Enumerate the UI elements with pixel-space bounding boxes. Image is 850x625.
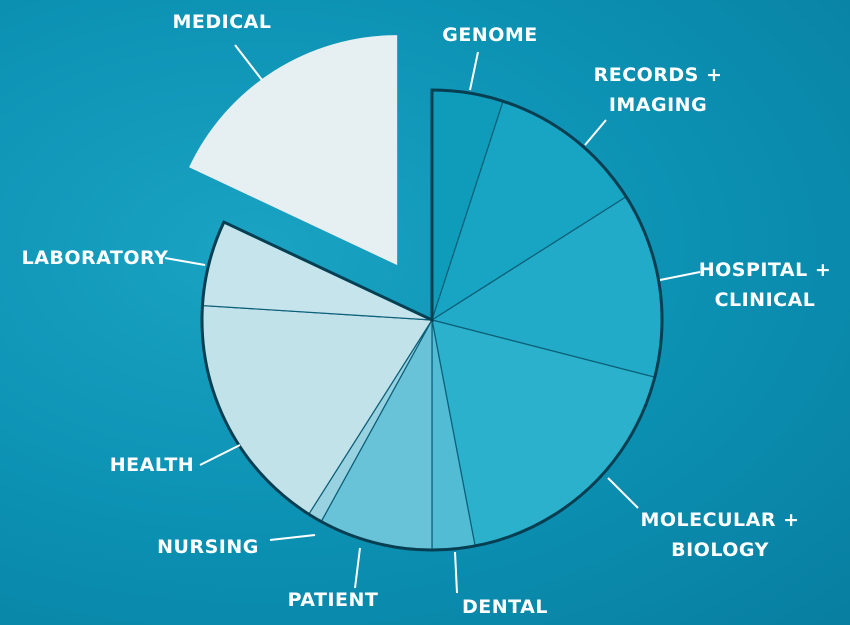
slice-label: PATIENT	[287, 589, 379, 611]
slice-label: DENTAL	[462, 596, 548, 618]
slice-label: RECORDS + IMAGING	[593, 64, 723, 116]
pie-slice	[189, 35, 398, 266]
leader-line	[269, 534, 316, 541]
leader-line	[584, 119, 607, 146]
leader-line	[354, 547, 361, 589]
slice-label: MOLECULAR + BIOLOGY	[640, 509, 800, 561]
leader-line	[469, 51, 479, 91]
pie-outline	[200, 88, 664, 552]
leader-line	[199, 444, 241, 466]
leader-line	[454, 551, 458, 594]
slice-label: MEDICAL	[172, 11, 272, 33]
slice-label: GENOME	[442, 24, 538, 46]
slice-label: LABORATORY	[21, 247, 169, 269]
slice-label: HOSPITAL + CLINICAL	[698, 259, 832, 311]
slice-label: HEALTH	[109, 454, 195, 476]
leader-line	[607, 477, 639, 509]
leader-line	[164, 257, 206, 266]
leader-line	[234, 44, 263, 81]
leader-line	[659, 271, 701, 281]
slice-label: NURSING	[157, 536, 259, 558]
